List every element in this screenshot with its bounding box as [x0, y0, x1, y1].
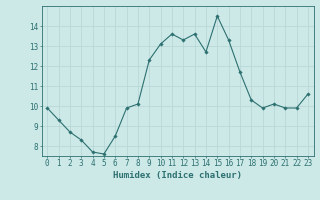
X-axis label: Humidex (Indice chaleur): Humidex (Indice chaleur)	[113, 171, 242, 180]
